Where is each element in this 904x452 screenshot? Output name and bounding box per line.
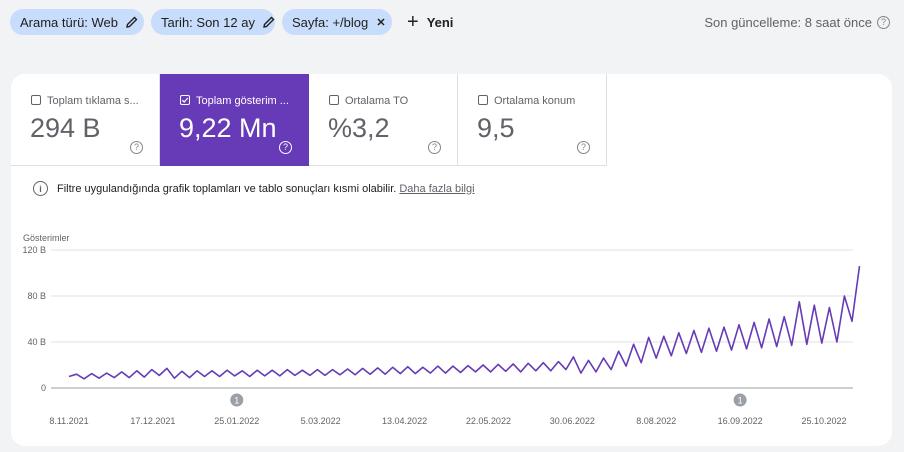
x-tick-label: 13.04.2022	[382, 416, 427, 426]
x-tick-label: 16.09.2022	[718, 416, 763, 426]
help-icon[interactable]: ?	[130, 141, 143, 154]
impressions-series-line	[68, 265, 861, 380]
search-type-chip[interactable]: Arama türü: Web	[10, 9, 144, 35]
page-chip[interactable]: Sayfa: +/blog	[282, 9, 392, 35]
y-tick-label: 80 B	[27, 291, 46, 301]
new-filter-button[interactable]: + Yeni	[407, 9, 453, 35]
checkbox[interactable]	[31, 95, 41, 105]
x-tick-label: 22.05.2022	[466, 416, 511, 426]
help-icon[interactable]: ?	[279, 141, 292, 154]
annotation-label: 1	[234, 396, 239, 406]
metric-value: 9,22 Mn	[179, 113, 277, 143]
metric-tile-ctr[interactable]: Ortalama TO %3,2 ?	[309, 74, 458, 166]
filter-bar: Arama türü: Web Tarih: Son 12 ay Sayfa: …	[10, 9, 894, 35]
y-tick-label: 40 B	[27, 337, 46, 347]
help-icon[interactable]: ?	[577, 141, 590, 154]
checkbox[interactable]	[329, 95, 339, 105]
date-chip-label: Tarih: Son 12 ay	[161, 14, 255, 30]
new-filter-label: Yeni	[426, 14, 454, 30]
metric-label: Toplam gösterim ...	[196, 95, 289, 107]
x-tick-label: 5.03.2022	[301, 416, 341, 426]
x-tick-label: 8.08.2022	[636, 416, 676, 426]
partial-data-notice: i Filtre uygulandığında grafik toplamlar…	[33, 181, 475, 196]
x-tick-label: 25.01.2022	[214, 416, 259, 426]
annotation-marker	[230, 393, 244, 407]
metric-tiles: Toplam tıklama s... 294 B ? Toplam göste…	[11, 74, 607, 166]
metric-label: Toplam tıklama s...	[47, 95, 139, 107]
metric-value: 9,5	[477, 113, 515, 143]
checkbox-checked[interactable]	[180, 95, 190, 105]
metric-value: %3,2	[328, 113, 390, 143]
annotation-label: 1	[738, 396, 743, 406]
help-icon[interactable]: ?	[877, 15, 890, 29]
x-tick-label: 17.12.2021	[130, 416, 175, 426]
metric-tile-clicks[interactable]: Toplam tıklama s... 294 B ?	[11, 74, 160, 166]
plus-icon: +	[407, 11, 419, 33]
performance-card: Toplam tıklama s... 294 B ? Toplam göste…	[11, 74, 892, 446]
x-tick-label: 8.11.2021	[49, 416, 88, 426]
pencil-icon[interactable]	[263, 16, 275, 28]
search-type-chip-label: Arama türü: Web	[20, 14, 119, 30]
y-tick-label: 120 B	[22, 245, 46, 255]
metric-value: 294 B	[30, 113, 101, 143]
metric-tile-position[interactable]: Ortalama konum 9,5 ?	[458, 74, 607, 166]
notice-text: Filtre uygulandığında grafik toplamları …	[57, 182, 397, 195]
pencil-icon[interactable]	[126, 16, 138, 28]
info-icon: i	[33, 181, 48, 196]
last-update: Son güncelleme: 8 saat önce ?	[704, 9, 890, 35]
learn-more-link[interactable]: Daha fazla bilgi	[399, 182, 475, 195]
close-icon[interactable]	[376, 17, 386, 27]
y-axis-title: Gösterimler	[23, 233, 70, 243]
page-chip-label: Sayfa: +/blog	[292, 14, 369, 30]
y-tick-label: 0	[41, 383, 46, 393]
metric-tile-impressions[interactable]: Toplam gösterim ... 9,22 Mn ?	[160, 74, 309, 166]
annotation-marker	[733, 393, 747, 407]
metric-label: Ortalama konum	[494, 95, 576, 107]
checkbox[interactable]	[478, 95, 488, 105]
metric-label: Ortalama TO	[345, 95, 409, 107]
x-tick-label: 30.06.2022	[550, 416, 595, 426]
x-tick-label: 25.10.2022	[801, 416, 846, 426]
date-chip[interactable]: Tarih: Son 12 ay	[151, 9, 275, 35]
help-icon[interactable]: ?	[428, 141, 441, 154]
last-update-text: Son güncelleme: 8 saat önce	[704, 14, 872, 30]
impressions-chart: Gösterimler 0 40 B 80 B 120 B 8.11.2021 17.12.…	[22, 233, 861, 426]
